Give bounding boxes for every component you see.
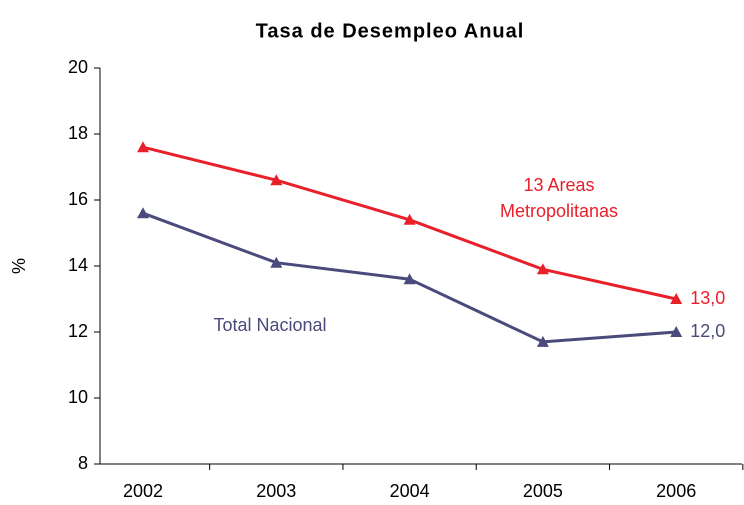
- marker: [403, 213, 416, 225]
- y-tick-label: 20: [68, 57, 88, 77]
- y-tick-label: 14: [68, 255, 88, 275]
- series-label: 13 Areas Metropolitanas: [499, 175, 619, 221]
- marker: [270, 256, 283, 268]
- series-label: Total Nacional: [213, 315, 327, 335]
- y-tick-label: 12: [68, 321, 88, 341]
- marker: [270, 174, 283, 186]
- marker: [536, 335, 549, 347]
- marker: [137, 141, 149, 153]
- marker: [670, 293, 683, 304]
- x-tick-label: 2003: [256, 481, 296, 501]
- x-tick-label: 2005: [523, 481, 563, 501]
- y-tick-label: 10: [68, 387, 88, 407]
- y-tick-label: 8: [78, 453, 88, 473]
- marker: [137, 207, 149, 219]
- y-axis-label: %: [9, 258, 29, 274]
- y-tick-label: 18: [68, 123, 88, 143]
- y-tick-label: 16: [68, 189, 88, 209]
- marker: [403, 273, 416, 285]
- x-tick-label: 2004: [390, 481, 430, 501]
- x-tick-label: 2006: [656, 481, 696, 501]
- marker: [536, 263, 549, 275]
- marker: [670, 326, 683, 337]
- chart-title: Tasa de Desempleo Anual: [256, 20, 525, 42]
- value-label: 13,0: [690, 288, 725, 308]
- value-label: 12,0: [690, 321, 725, 341]
- x-tick-label: 2002: [123, 481, 163, 501]
